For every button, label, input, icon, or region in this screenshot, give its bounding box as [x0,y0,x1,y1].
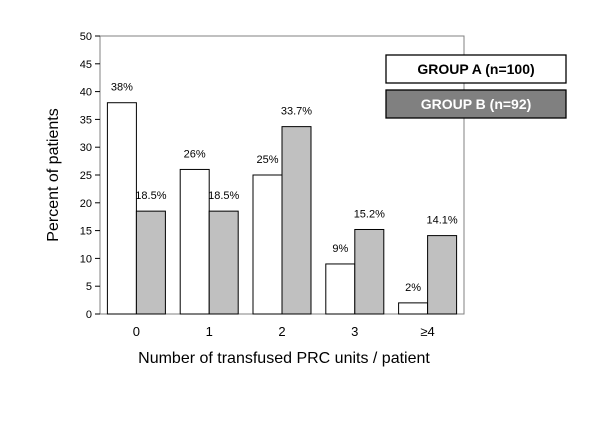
y-tick-label: 0 [86,309,92,321]
data-label: 26% [184,148,206,160]
data-labels: 38% 26% 25% 9% 2% 18.5% 18.5% 33.7% 15.2% 14.1% [111,82,458,294]
x-tick-label: 1 [206,324,213,339]
y-tick-label: 20 [80,198,92,210]
legend: GROUP A (n=100) GROUP B (n=92) [385,54,567,119]
bar-group-a [398,302,429,315]
bar-group-a [179,168,210,315]
y-axis-title: Percent of patients [45,108,62,241]
bar-group-b [427,235,458,315]
data-label: 33.7% [281,106,312,118]
y-tick-label: 10 [80,253,92,265]
y-tick-label: 5 [86,281,92,293]
y-tick-label: 30 [80,142,92,154]
x-axis: 0 1 2 3 ≥4 [133,324,435,339]
bar-group-b [135,210,166,315]
x-tick-label: 3 [351,324,358,339]
bars [106,102,458,315]
data-label: 9% [332,243,348,255]
x-tick-label: 0 [133,324,140,339]
data-label: 18.5% [135,190,166,202]
bar-group-b [208,210,239,315]
legend-box-group-b [385,89,567,119]
y-tick-label: 35 [80,114,92,126]
legend-label-group-a: GROUP A (n=100) [417,61,534,77]
bar-group-b [354,228,385,315]
bar-group-a [106,102,137,315]
legend-label-group-b: GROUP B (n=92) [421,96,532,112]
data-label: 18.5% [208,190,239,202]
y-tick-label: 50 [80,31,92,43]
y-tick-label: 40 [80,87,92,99]
x-tick-label: ≥4 [420,324,434,339]
data-label: 2% [405,282,421,294]
data-label: 15.2% [354,208,385,220]
legend-box-group-a [385,54,567,84]
bar-group-b [281,126,312,315]
data-label: 25% [256,154,278,166]
bar-group-a [325,263,356,315]
y-axis: 0 5 10 15 20 25 30 35 40 45 50 [80,31,100,321]
y-tick-label: 45 [80,59,92,71]
data-label: 14.1% [426,215,457,227]
bar-group-a [252,174,283,315]
data-label: 38% [111,82,133,94]
y-tick-label: 15 [80,226,92,238]
y-tick-label: 25 [80,170,92,182]
x-axis-title: Number of transfused PRC units / patient [138,350,430,367]
x-tick-label: 2 [278,324,285,339]
